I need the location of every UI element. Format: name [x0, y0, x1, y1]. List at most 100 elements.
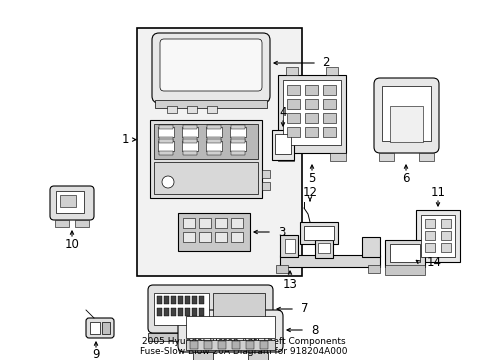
Text: 9: 9: [92, 347, 100, 360]
Bar: [183, 218, 195, 228]
FancyBboxPatch shape: [148, 285, 272, 333]
Bar: [193, 352, 213, 360]
Bar: [389, 244, 419, 262]
Text: 4: 4: [279, 107, 286, 120]
Text: 13: 13: [282, 278, 297, 291]
Bar: [280, 235, 297, 257]
Bar: [171, 308, 176, 316]
Bar: [305, 99, 317, 109]
Bar: [280, 255, 379, 267]
Bar: [137, 28, 302, 276]
Bar: [329, 153, 346, 161]
Circle shape: [162, 176, 174, 188]
Bar: [205, 127, 222, 137]
Bar: [424, 243, 434, 252]
Bar: [183, 139, 197, 143]
Bar: [163, 296, 169, 304]
Bar: [199, 232, 210, 242]
Bar: [230, 125, 244, 129]
FancyBboxPatch shape: [152, 33, 269, 103]
Bar: [184, 308, 190, 316]
Bar: [190, 341, 198, 349]
Bar: [178, 308, 183, 316]
Bar: [154, 293, 208, 325]
Bar: [182, 141, 198, 151]
Bar: [150, 120, 262, 198]
Bar: [262, 170, 269, 178]
Bar: [260, 341, 267, 349]
Bar: [275, 265, 287, 273]
Text: 2005 Hyundai Tucson Anti-Theft Components
Fuse-Slow Blow 20A Diagram for 918204A: 2005 Hyundai Tucson Anti-Theft Component…: [140, 337, 347, 356]
Bar: [167, 106, 177, 113]
FancyBboxPatch shape: [178, 310, 283, 352]
Bar: [286, 113, 299, 123]
Polygon shape: [148, 333, 272, 341]
Bar: [154, 162, 258, 194]
FancyBboxPatch shape: [86, 318, 114, 338]
Bar: [305, 85, 317, 95]
Bar: [184, 296, 190, 304]
Bar: [199, 296, 203, 304]
Bar: [367, 265, 379, 273]
Bar: [424, 231, 434, 240]
Bar: [286, 85, 299, 95]
Bar: [440, 219, 450, 228]
Bar: [323, 127, 335, 137]
Bar: [218, 341, 225, 349]
Bar: [361, 237, 379, 257]
Bar: [199, 308, 203, 316]
FancyBboxPatch shape: [160, 39, 262, 91]
FancyBboxPatch shape: [50, 186, 94, 220]
Bar: [305, 127, 317, 137]
Bar: [278, 75, 346, 153]
Bar: [183, 137, 197, 141]
Bar: [247, 352, 267, 360]
Bar: [157, 308, 162, 316]
Bar: [440, 243, 450, 252]
Bar: [278, 153, 293, 161]
Bar: [154, 124, 258, 159]
Bar: [229, 127, 245, 137]
Bar: [183, 125, 197, 129]
Bar: [155, 100, 266, 108]
Bar: [274, 134, 290, 154]
Bar: [271, 130, 293, 160]
Text: 2: 2: [321, 57, 329, 69]
Bar: [323, 85, 335, 95]
Bar: [286, 127, 299, 137]
Bar: [185, 340, 274, 350]
Bar: [384, 265, 424, 275]
Text: 10: 10: [64, 238, 79, 251]
Bar: [415, 210, 459, 262]
Text: 3: 3: [278, 225, 285, 238]
Text: 6: 6: [402, 172, 409, 185]
Bar: [75, 220, 89, 227]
Text: 11: 11: [429, 185, 445, 198]
Bar: [183, 232, 195, 242]
Bar: [159, 151, 173, 155]
Bar: [420, 215, 454, 257]
Bar: [215, 218, 226, 228]
Bar: [384, 240, 424, 267]
Text: 7: 7: [301, 302, 308, 315]
Bar: [178, 213, 249, 251]
Bar: [185, 316, 274, 338]
Bar: [283, 80, 340, 145]
Bar: [159, 137, 173, 141]
Text: 5: 5: [307, 172, 315, 185]
Bar: [230, 151, 244, 155]
Bar: [178, 296, 183, 304]
Text: 1: 1: [121, 133, 129, 146]
Bar: [55, 220, 69, 227]
Bar: [159, 125, 173, 129]
Bar: [206, 151, 221, 155]
Bar: [286, 99, 299, 109]
Bar: [230, 232, 243, 242]
Bar: [245, 341, 253, 349]
Bar: [304, 226, 333, 240]
Bar: [90, 322, 100, 334]
Bar: [230, 139, 244, 143]
Bar: [203, 341, 212, 349]
Bar: [205, 141, 222, 151]
Bar: [206, 125, 221, 129]
